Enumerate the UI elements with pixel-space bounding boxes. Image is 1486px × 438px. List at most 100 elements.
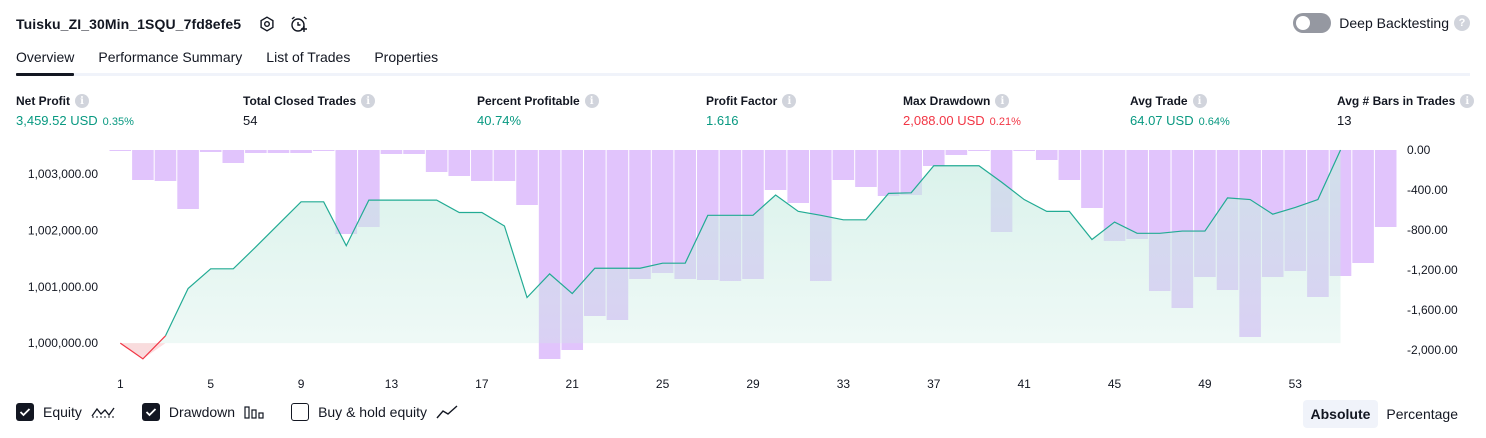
legend-equity[interactable]: Equity [16,403,116,421]
deep-backtesting: Deep Backtesting ? [1293,13,1470,33]
right-axis-tick-label: -400.00 [1407,183,1448,197]
drawdown-bar [154,150,177,181]
drawdown-bar [471,150,493,181]
right-axis-tick-label: -2,000.00 [1407,343,1458,357]
equity-checkbox[interactable] [16,403,34,421]
settings-icon[interactable] [257,14,277,34]
right-axis-tick-label: 0.00 [1407,143,1431,157]
legend-drawdown[interactable]: Drawdown [141,403,265,421]
metric-avg-trade: Avg Trade i 64.07 USD 0.64% [1130,93,1230,128]
drawdown-bar [222,150,245,163]
equity-line-negative [119,335,166,360]
drawdown-bar [267,150,290,153]
legend-buy-hold[interactable]: Buy & hold equity [291,403,459,421]
x-axis-tick-label: 49 [1198,377,1212,391]
metric-total-closed-trades: Total Closed Trades i 54 [243,93,376,128]
drawdown-bar [832,150,855,180]
drawdown-bar [312,150,335,151]
x-axis-tick-label: 29 [746,377,760,391]
metric-value: 64.07 USD [1130,113,1194,128]
left-axis-tick-label: 1,002,000.00 [28,224,98,238]
metric-percent: 0.21% [989,116,1021,128]
scale-mode-switch: Absolute Percentage [1302,400,1467,428]
drawdown-bar [945,150,968,155]
x-axis-tick-label: 45 [1108,377,1122,391]
info-icon[interactable]: i [1460,94,1475,108]
left-axis-tick-label: 1,000,000.00 [28,336,98,350]
toggle-knob [1296,16,1311,30]
info-icon[interactable]: i [361,94,376,108]
x-axis-tick-label: 9 [298,377,305,391]
metric-value: 54 [243,113,258,128]
buy-hold-checkbox[interactable] [291,403,310,421]
drawdown-checkbox[interactable] [141,403,160,421]
info-icon[interactable]: i [1192,94,1207,108]
percentage-button[interactable]: Percentage [1386,406,1458,422]
metric-value: 2,088.00 USD [903,113,985,128]
equity-line [164,149,1342,337]
chart-legend: Equity Drawdown Buy & hold equity [16,403,485,421]
drawdown-bar [855,150,877,187]
x-axis-tick-label: 5 [207,377,214,391]
x-axis-tick-label: 17 [475,377,489,391]
metric-value: 40.74% [477,113,522,128]
metric-label: Avg # Bars in Trades [1337,94,1456,108]
metric-percent: 0.64% [1198,116,1230,128]
legend-buy-hold-label: Buy & hold equity [318,404,428,420]
help-icon[interactable]: ? [1454,15,1470,31]
drawdown-bar [674,150,697,279]
drawdown-bar [425,150,448,172]
metric-avg-bars-in-trades: Avg # Bars in Trades i 13 [1337,93,1475,128]
x-axis-tick-label: 13 [385,377,399,391]
metric-net-profit: Net Profit i 3,459.52 USD 0.35% [16,93,134,128]
strategy-title: Tuisku_ZI_30Min_1SQU_7fd8efe5 [16,16,242,32]
left-axis-tick-label: 1,001,000.00 [28,280,98,294]
drawdown-bar [1058,150,1081,180]
drawdown-bar [335,150,358,234]
x-axis-tick-label: 25 [656,377,670,391]
metric-value: 1.616 [706,113,739,128]
drawdown-bar [380,150,403,154]
deep-backtesting-toggle[interactable] [1293,13,1332,33]
drawdown-bar [403,150,425,154]
metric-label: Total Closed Trades [243,94,357,108]
drawdown-bar [900,150,922,195]
drawdown-bar [245,150,267,153]
metric-max-drawdown: Max Drawdown i 2,088.00 USD 0.21% [903,93,1021,128]
x-axis-tick-label: 1 [117,377,124,391]
metric-profit-factor: Profit Factor i 1.616 [706,93,797,128]
buy-hold-line-icon [435,404,459,420]
drawdown-bar [764,150,787,190]
add-alert-icon[interactable] [289,14,309,34]
drawdown-bar [516,150,538,205]
tab-overview[interactable]: Overview [16,45,75,76]
drawdown-bar [922,150,945,166]
tab-list-of-trades[interactable]: List of Trades [266,49,351,65]
drawdown-bar [651,150,674,273]
info-icon[interactable]: i [584,94,599,108]
strategy-header: Tuisku_ZI_30Min_1SQU_7fd8efe5 [16,13,309,35]
equity-drawdown-chart[interactable]: 1,000,000.00 1,001,000.00 1,002,000.00 1,00… [0,140,1486,398]
metric-value: 3,459.52 USD [16,113,98,128]
drawdown-bar [177,150,199,209]
tab-properties[interactable]: Properties [374,49,439,65]
drawdown-bar [1374,150,1397,227]
info-icon[interactable]: i [75,94,89,108]
legend-drawdown-label: Drawdown [168,404,236,420]
metric-label: Max Drawdown [903,94,991,108]
right-axis-tick-label: -800.00 [1407,223,1448,237]
x-axis-tick-label: 33 [837,377,851,391]
absolute-button[interactable]: Absolute [1302,400,1379,428]
drawdown-bar [290,150,312,153]
tab-performance-summary[interactable]: Performance Summary [98,49,243,65]
drawdown-bar [1352,150,1374,263]
drawdown-bar [629,150,651,279]
x-axis-tick-label: 41 [1017,377,1031,391]
metric-label: Profit Factor [706,94,778,108]
info-icon[interactable]: i [782,94,797,108]
metric-label: Percent Profitable [477,94,580,108]
info-icon[interactable]: i [995,94,1010,108]
drawdown-bar [493,150,516,181]
drawdown-bar [1013,150,1035,151]
drawdown-bar [132,150,154,180]
